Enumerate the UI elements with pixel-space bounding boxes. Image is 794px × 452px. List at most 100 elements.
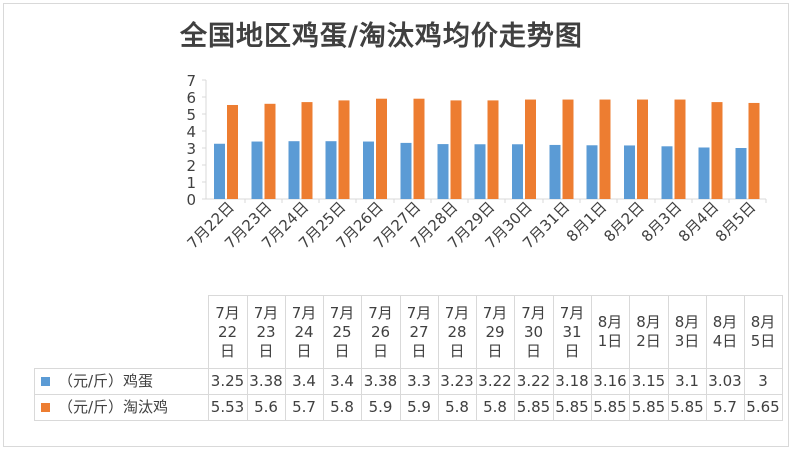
table-header-cell: 8月 5日 [743,295,783,369]
y-tick-label: 2 [186,157,196,175]
table-value-cell: 3.25 [207,368,248,395]
bar-culled-hen [301,102,313,199]
table-header-cell: 8月 1日 [590,295,630,369]
legend-key [41,403,50,412]
bar-culled-hen [376,98,387,199]
table-header-cell: 7月 26 日 [360,295,401,369]
table-value-cell: 5.6 [246,394,286,421]
table-value-cell: 5.85 [590,394,630,421]
x-tick-label: 8月2日 [600,198,647,245]
table-value-cell: 5.85 [628,394,669,421]
table-header-cell: 8月 3日 [667,295,707,369]
table-header-cell: 7月 23 日 [246,295,286,369]
table-value-cell: 3.15 [628,368,669,395]
table-header-cell: 8月 2日 [628,295,669,369]
chart-title: 全国地区鸡蛋/淘汰鸡均价走势图 [180,21,583,52]
y-tick-label: 5 [186,106,196,124]
x-tick-label: 8月1日 [563,198,610,245]
table-value-cell: 5.85 [667,394,707,421]
table-value-cell: 5.7 [705,394,745,421]
bar-egg [363,141,374,199]
bar-culled-hen [562,99,574,199]
table-value-cell: 3.4 [322,368,362,395]
table-header-cell: 7月 28 日 [437,295,477,369]
bar-culled-hen [450,100,462,199]
bar-culled-hen [413,98,425,199]
bar-culled-hen [264,103,276,199]
table-value-cell: 3.22 [475,368,515,395]
table-value-cell: 3.3 [399,368,439,395]
y-tick-label: 6 [186,89,196,107]
table-value-cell: 3.4 [284,368,324,395]
y-tick-label: 7 [186,72,196,90]
y-tick-label: 4 [186,123,196,141]
legend-label: （元/斤）鸡蛋 [58,372,154,390]
table-header-cell: 7月 25 日 [322,295,362,369]
table-value-cell: 3 [743,368,783,395]
bar-egg [586,145,598,199]
bar-egg [288,141,300,199]
table-row: （元/斤）淘汰鸡 5.53 5.6 5.7 5.8 5.9 5.9 5.8 5.8 5.85 5.8… [34,394,783,421]
bar-culled-hen [674,99,686,199]
bar-egg [400,142,412,199]
bar-culled-hen [227,104,238,199]
bar-culled-hen [525,99,536,199]
bar-culled-hen [711,102,723,199]
table-header-cell: 7月 27 日 [399,295,439,369]
bar-culled-hen [637,99,648,199]
table-header-cell: 7月 24 日 [284,295,324,369]
table-header-cell: 8月 4日 [705,295,745,369]
table-row: （元/斤）鸡蛋 3.25 3.38 3.4 3.4 3.38 3.3 3.23 3.22 3.22… [34,368,783,395]
table-value-cell: 3.16 [590,368,630,395]
legend-label: （元/斤）淘汰鸡 [58,398,169,416]
table-value-cell: 5.8 [322,394,362,421]
x-tick-label: 8月3日 [638,198,685,245]
bar-egg [474,144,486,199]
x-tick-label: 8月5日 [712,198,759,245]
table-header-cell: 7月 29 日 [475,295,515,369]
legend-entry: （元/斤）鸡蛋 [34,368,209,395]
table-value-cell: 5.9 [399,394,439,421]
bar-egg [549,144,561,199]
bar-egg [325,141,337,199]
table-value-cell: 5.65 [743,394,783,421]
legend-key [41,377,50,386]
bar-egg [512,144,523,199]
table-header-cell: 7月 22 日 [207,295,248,369]
bar-egg [698,147,710,199]
bar-egg [735,148,747,199]
data-table: 7月 22 日 7月 23 日 7月 24 日 7月 25 日 7月 26 日 7月 27 日 7月 28 日 7月 29 日… [34,295,783,421]
y-tick-label: 1 [186,174,196,192]
bar-egg [251,141,263,199]
bar-egg [437,144,449,199]
table-value-cell: 5.9 [360,394,401,421]
bar-culled-hen [338,100,350,199]
bar-egg [624,145,635,199]
table-value-cell: 5.85 [513,394,554,421]
table-header-cell: 7月 31 日 [552,295,592,369]
table-corner [35,296,209,369]
table-value-cell: 5.8 [437,394,477,421]
table-value-cell: 3.23 [437,368,477,395]
table-value-cell: 3.22 [513,368,554,395]
table-value-cell: 3.03 [705,368,745,395]
bar-egg [214,143,225,199]
table-value-cell: 5.7 [284,394,324,421]
legend-entry: （元/斤）淘汰鸡 [34,394,209,421]
x-tick-label: 8月4日 [675,198,722,245]
table-value-cell: 3.38 [246,368,286,395]
bar-culled-hen [599,99,611,199]
table-value-cell: 3.18 [552,368,592,395]
bar-culled-hen [487,100,499,199]
table-value-cell: 5.8 [475,394,515,421]
table-value-cell: 3.38 [360,368,401,395]
bar-egg [661,146,673,199]
table-value-cell: 5.85 [552,394,592,421]
bar-culled-hen [748,102,760,199]
table-value-cell: 3.1 [667,368,707,395]
table-header-cell: 7月 30 日 [513,295,554,369]
y-tick-label: 3 [186,140,196,158]
table-value-cell: 5.53 [207,394,248,421]
y-tick-label: 0 [186,191,196,209]
